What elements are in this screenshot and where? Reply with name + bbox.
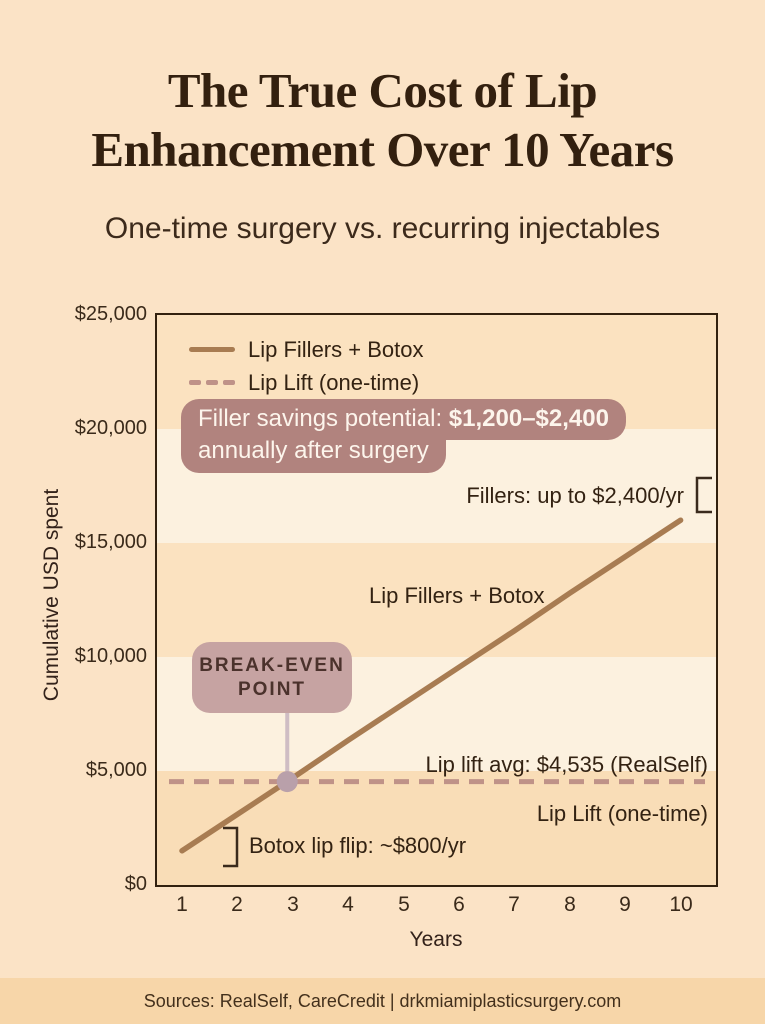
x-tick-9: 9 <box>619 893 631 916</box>
lip-lift-avg-note: Lip lift avg: $4,535 (RealSelf) <box>425 752 709 777</box>
legend-item-lip-lift: Lip Lift (one-time) <box>189 366 423 399</box>
filler-savings-text: Filler savings potential: <box>198 405 449 432</box>
page-title-line2: Enhancement Over 10 Years <box>91 121 674 177</box>
break-even-callout: BREAK-EVEN POINT <box>192 642 352 713</box>
page-subtitle: One-time surgery vs. recurring injectabl… <box>104 212 661 245</box>
break-even-line2: POINT <box>237 678 307 700</box>
y-tick-20000: $20,000 <box>74 417 147 439</box>
x-tick-6: 6 <box>453 893 465 916</box>
filler-savings-callout: Filler savings potential: $1,200–$2,400 … <box>181 399 626 473</box>
x-tick-2: 2 <box>231 893 243 916</box>
fillers-range-bracket <box>695 476 712 514</box>
y-tick-10000: $10,000 <box>74 645 147 667</box>
botox-cost-note: Botox lip flip: ~$800/yr <box>249 833 467 858</box>
x-tick-1: 1 <box>176 893 188 916</box>
solid-line-swatch-icon <box>189 347 235 352</box>
legend-label-fillers: Lip Fillers + Botox <box>248 336 424 362</box>
x-tick-7: 7 <box>508 893 520 916</box>
botox-range-bracket <box>223 826 239 868</box>
x-tick-10: 10 <box>669 893 693 916</box>
fillers-line-label: Lip Fillers + Botox <box>369 583 545 608</box>
y-tick-25000: $25,000 <box>74 303 147 325</box>
fillers-line <box>179 517 684 854</box>
page-title-line1: The True Cost of Lip <box>167 63 598 118</box>
break-even-dot <box>276 771 298 793</box>
filler-savings-range: $1,200–$2,400 <box>448 405 609 432</box>
x-tick-4: 4 <box>342 893 354 916</box>
page-title: The True Cost of Lip Enhancement Over 10… <box>0 62 765 180</box>
lip-lift-line-label: Lip Lift (one-time) <box>536 801 708 826</box>
sources-text: Sources: RealSelf, CareCredit | drkmiami… <box>143 990 622 1011</box>
y-tick-15000: $15,000 <box>74 531 147 553</box>
filler-savings-line1: Filler savings potential: $1,200–$2,400 <box>181 399 626 440</box>
sources-footer: Sources: RealSelf, CareCredit | drkmiami… <box>0 978 765 1024</box>
legend-item-fillers: Lip Fillers + Botox <box>189 333 423 366</box>
fillers-cost-note: Fillers: up to $2,400/yr <box>466 483 684 508</box>
x-tick-5: 5 <box>398 893 410 916</box>
legend: Lip Fillers + Botox Lip Lift (one-time) <box>189 333 423 399</box>
plot-area: Lip Fillers + Botox Lip Lift (one-time) … <box>155 313 718 887</box>
x-axis-title: Years <box>409 928 463 951</box>
x-tick-3: 3 <box>287 893 299 916</box>
dashed-line-swatch-icon <box>189 380 235 385</box>
break-even-line1: BREAK-EVEN <box>199 654 345 676</box>
y-tick-0: $0 <box>124 873 147 895</box>
filler-savings-line2: annually after surgery <box>181 439 446 473</box>
y-tick-5000: $5,000 <box>85 759 147 781</box>
x-tick-8: 8 <box>564 893 576 916</box>
legend-label-lip-lift: Lip Lift (one-time) <box>248 369 420 395</box>
chart-canvas <box>169 476 712 868</box>
y-axis-title: Cumulative USD spent <box>40 488 63 702</box>
